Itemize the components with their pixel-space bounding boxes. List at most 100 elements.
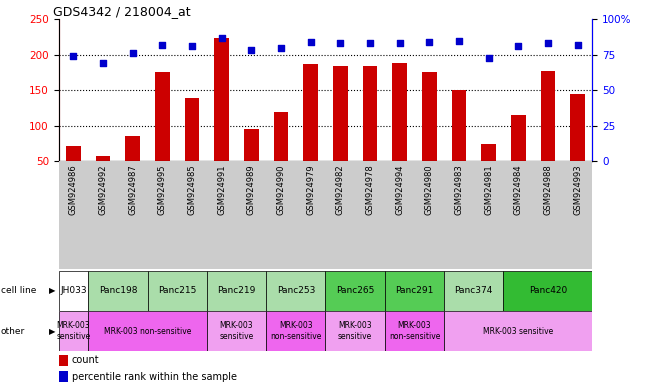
Text: percentile rank within the sample: percentile rank within the sample <box>72 372 237 382</box>
Text: GDS4342 / 218004_at: GDS4342 / 218004_at <box>53 5 191 18</box>
Bar <box>533 161 562 269</box>
Text: Panc253: Panc253 <box>277 286 315 295</box>
Point <box>157 42 167 48</box>
Text: MRK-003 non-sensitive: MRK-003 non-sensitive <box>104 327 191 336</box>
Text: GSM924982: GSM924982 <box>336 164 345 215</box>
Bar <box>296 161 326 269</box>
Point <box>128 50 138 56</box>
Text: GSM924979: GSM924979 <box>306 164 315 215</box>
Text: GSM924986: GSM924986 <box>69 164 78 215</box>
Bar <box>148 161 177 269</box>
Bar <box>444 161 474 269</box>
Bar <box>214 38 229 161</box>
Point <box>572 42 583 48</box>
Bar <box>244 129 258 161</box>
Bar <box>385 311 444 351</box>
Point <box>365 40 375 46</box>
Bar <box>363 66 378 161</box>
Text: GSM924985: GSM924985 <box>187 164 197 215</box>
Bar <box>333 66 348 161</box>
Bar <box>89 161 118 269</box>
Bar <box>452 90 466 161</box>
Text: ▶: ▶ <box>49 327 55 336</box>
Point <box>246 47 256 53</box>
Text: Panc374: Panc374 <box>454 286 493 295</box>
Point <box>424 39 434 45</box>
Bar <box>415 161 444 269</box>
Text: MRK-003
non-sensitive: MRK-003 non-sensitive <box>270 321 322 341</box>
Text: GSM924994: GSM924994 <box>395 164 404 215</box>
Point <box>395 40 405 46</box>
Bar <box>444 271 503 311</box>
Text: GSM924988: GSM924988 <box>544 164 553 215</box>
Bar <box>96 156 111 161</box>
Point <box>276 45 286 51</box>
Bar <box>66 146 81 161</box>
Text: GSM924991: GSM924991 <box>217 164 226 215</box>
Text: Panc291: Panc291 <box>395 286 434 295</box>
Text: ▶: ▶ <box>49 286 55 295</box>
Text: MRK-003
non-sensitive: MRK-003 non-sensitive <box>389 321 440 341</box>
Bar <box>326 271 385 311</box>
Text: MRK-003
sensitive: MRK-003 sensitive <box>338 321 372 341</box>
Bar <box>481 144 496 161</box>
Text: Panc420: Panc420 <box>529 286 567 295</box>
Bar <box>125 136 140 161</box>
Bar <box>266 311 326 351</box>
Bar <box>207 161 236 269</box>
Point <box>305 39 316 45</box>
Text: Panc215: Panc215 <box>158 286 197 295</box>
Bar <box>266 271 326 311</box>
Bar <box>59 311 89 351</box>
Bar <box>326 161 355 269</box>
Text: GSM924981: GSM924981 <box>484 164 493 215</box>
Text: GSM924990: GSM924990 <box>277 164 286 215</box>
Bar <box>266 161 296 269</box>
Bar <box>155 73 170 161</box>
Bar <box>511 115 526 161</box>
Bar <box>59 371 68 382</box>
Bar <box>422 73 437 161</box>
Text: JH033: JH033 <box>60 286 87 295</box>
Bar <box>562 161 592 269</box>
Point <box>98 60 108 66</box>
Point <box>513 43 523 49</box>
Bar <box>207 271 266 311</box>
Bar <box>273 112 288 161</box>
Bar <box>385 271 444 311</box>
Point <box>217 35 227 41</box>
Text: MRK-003
sensitive: MRK-003 sensitive <box>219 321 254 341</box>
Point <box>68 53 79 59</box>
Text: GSM924989: GSM924989 <box>247 164 256 215</box>
Text: GSM924992: GSM924992 <box>98 164 107 215</box>
Text: MRK-003
sensitive: MRK-003 sensitive <box>56 321 90 341</box>
Bar <box>59 271 89 311</box>
Bar <box>303 64 318 161</box>
Bar <box>474 161 503 269</box>
Bar <box>236 161 266 269</box>
Bar <box>503 161 533 269</box>
Text: Panc198: Panc198 <box>99 286 137 295</box>
Point <box>484 55 494 61</box>
Text: GSM924983: GSM924983 <box>454 164 464 215</box>
Text: Panc219: Panc219 <box>217 286 256 295</box>
Text: GSM924987: GSM924987 <box>128 164 137 215</box>
Text: GSM924978: GSM924978 <box>365 164 374 215</box>
Bar <box>148 271 207 311</box>
Bar <box>503 271 592 311</box>
Bar <box>89 311 207 351</box>
Bar <box>385 161 415 269</box>
Bar <box>326 311 385 351</box>
Bar <box>540 71 555 161</box>
Text: GSM924993: GSM924993 <box>573 164 582 215</box>
Text: GSM924980: GSM924980 <box>425 164 434 215</box>
Bar <box>185 98 199 161</box>
Bar <box>59 161 89 269</box>
Text: MRK-003 sensitive: MRK-003 sensitive <box>483 327 553 336</box>
Bar <box>570 94 585 161</box>
Point <box>335 40 346 46</box>
Bar <box>392 63 407 161</box>
Text: cell line: cell line <box>1 286 36 295</box>
Bar <box>59 355 68 366</box>
Text: count: count <box>72 356 100 366</box>
